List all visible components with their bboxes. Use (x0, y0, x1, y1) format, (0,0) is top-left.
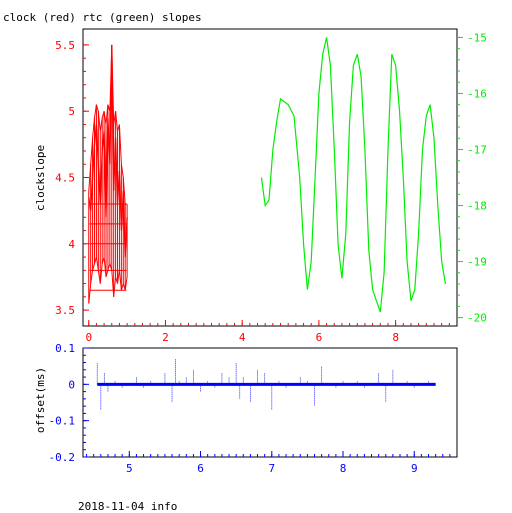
bottom-left-axis: 0.1 0 -0.1 -0.2 (49, 342, 89, 464)
rtc-line (260, 37, 447, 313)
top-ylabel: clockslope (34, 145, 47, 211)
bottom-plot: 0.1 0 -0.1 -0.2 5 6 7 8 9 offset(ms) (34, 342, 458, 475)
x-tick-label: 6 (316, 331, 323, 344)
left-tick-label: 5 (68, 105, 75, 118)
clock-line (88, 44, 128, 258)
left-tick-label: 5.5 (55, 39, 75, 52)
top-left-axis: 3.5 4 4.5 5 5.5 (55, 39, 89, 317)
clock-series (88, 44, 128, 304)
left-tick-label: 4 (68, 238, 75, 251)
right-tick-label: -18 (467, 200, 487, 213)
figure-title: clock (red) rtc (green) slopes (3, 11, 202, 24)
right-tick-label: -17 (467, 143, 487, 156)
offset-tick-label: 0.1 (55, 342, 75, 355)
right-tick-label: -16 (467, 87, 487, 100)
x-tick-label: 2 (162, 331, 169, 344)
top-bottom-axis: 0 2 4 6 8 (85, 320, 450, 344)
offset-series (96, 358, 436, 410)
offset-tick-label: -0.2 (49, 451, 76, 464)
right-tick-label: -15 (467, 31, 487, 44)
clock-upper-line (88, 44, 128, 205)
x-tick-label: 8 (392, 331, 399, 344)
offset-tick-label: 0 (68, 378, 75, 391)
bottom-plot-frame (82, 347, 458, 458)
x-tick-label: 0 (85, 331, 92, 344)
offset-x-tick-label: 5 (126, 462, 133, 475)
footer-info: 2018-11-04 info (78, 500, 178, 513)
bottom-ylabel: offset(ms) (34, 367, 47, 433)
left-tick-label: 3.5 (55, 304, 75, 317)
top-plot: 3.5 4 4.5 5 5.5 -15 -16 -17 -18 -19 -20 0 2 4 6 8 clo… (34, 28, 487, 344)
offset-x-tick-label: 8 (340, 462, 347, 475)
offset-x-tick-label: 7 (268, 462, 275, 475)
offset-x-tick-label: 6 (197, 462, 204, 475)
offset-tick-label: -0.1 (49, 415, 76, 428)
right-tick-label: -19 (467, 256, 487, 269)
bottom-bottom-axis: 5 6 7 8 9 (86, 451, 451, 475)
top-plot-frame (82, 28, 458, 327)
top-right-axis: -15 -16 -17 -18 -19 -20 (457, 31, 487, 325)
rtc-series (260, 37, 447, 313)
left-tick-label: 4.5 (55, 172, 75, 185)
right-tick-label: -20 (467, 312, 487, 325)
offset-x-tick-label: 9 (411, 462, 418, 475)
x-tick-label: 4 (239, 331, 246, 344)
